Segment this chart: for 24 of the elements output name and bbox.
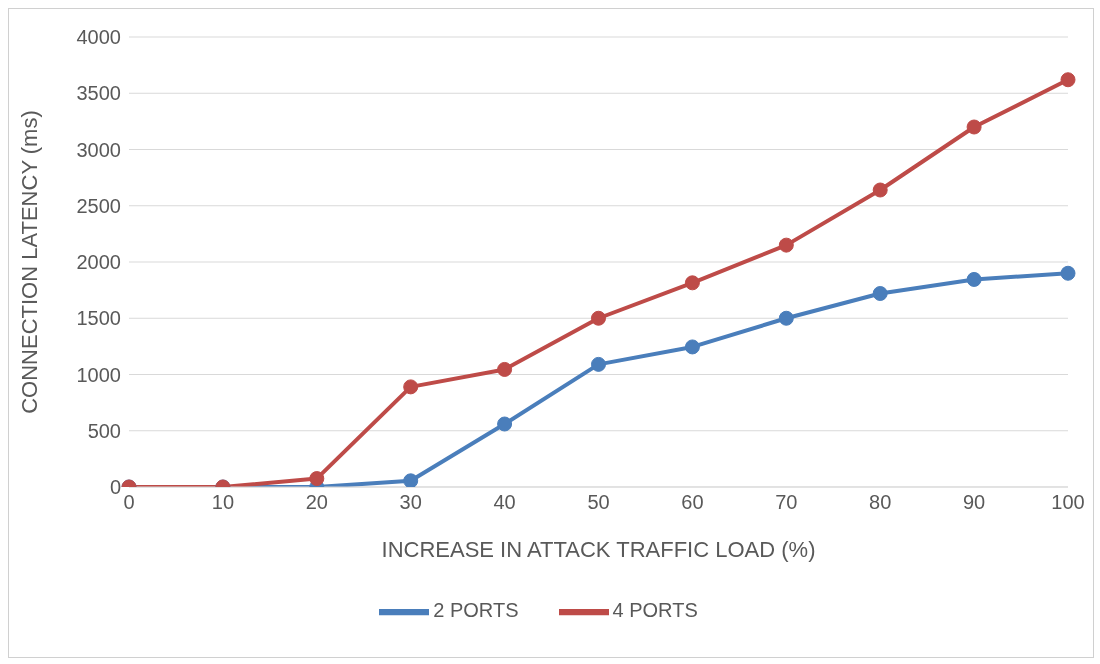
y-tick-label: 3000 [76,138,121,161]
x-tick-label: 70 [775,491,798,514]
y-tick-label: 500 [87,419,121,442]
x-tick-label: 20 [305,491,328,514]
x-tick-label: 30 [399,491,422,514]
y-tick-label: 4000 [76,26,121,49]
y-tick-label: 0 [109,476,121,499]
x-tick-label: 60 [681,491,704,514]
x-tick-label: 10 [211,491,235,514]
legend-label: 2 PORTS [433,599,519,622]
y-tick-label: 2000 [76,251,121,274]
x-axis-title: INCREASE IN ATTACK TRAFFIC LOAD (%) [381,537,816,562]
x-tick-label: 0 [123,491,135,514]
y-tick-label: 2500 [76,194,121,217]
legend-label: 4 PORTS [612,599,698,622]
y-tick-label: 3500 [76,82,121,105]
x-tick-label: 80 [869,491,892,514]
x-tick-label: 100 [1051,491,1085,514]
y-axis-title: CONNECTION LATENCY (ms) [16,110,42,414]
x-tick-label: 90 [962,491,986,514]
x-tick-label: 40 [493,491,516,514]
y-tick-label: 1000 [76,363,121,386]
y-tick-label: 1500 [76,307,121,330]
x-tick-label: 50 [587,491,610,514]
